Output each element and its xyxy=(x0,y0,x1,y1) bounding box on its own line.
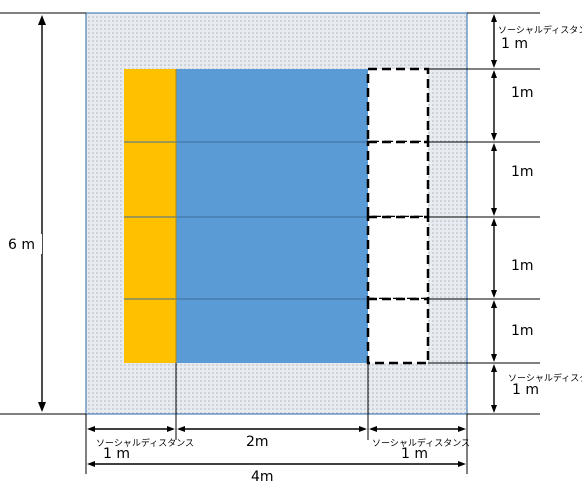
top-social-distance-label: ソーシャルディスタンス xyxy=(498,24,582,36)
seat-column xyxy=(124,69,176,363)
arrow-left-icon xyxy=(177,426,185,432)
right-dim-seg-3 xyxy=(491,143,497,216)
height-total-label: 6 m xyxy=(8,237,35,253)
bottom-dim-total xyxy=(87,461,466,467)
arrow-right-icon xyxy=(458,426,466,432)
arrow-right-icon xyxy=(359,426,367,432)
row-3-label: 1m xyxy=(511,258,534,274)
arrow-up-icon xyxy=(491,300,497,308)
arrow-down-icon xyxy=(491,405,497,413)
arrow-down-icon xyxy=(491,208,497,216)
arrow-down-icon xyxy=(491,354,497,362)
arrow-down-icon xyxy=(38,402,46,412)
empty-space-dashed xyxy=(366,140,430,219)
right-dim-seg-4 xyxy=(491,218,497,298)
arrow-up-icon xyxy=(491,70,497,78)
arrow-up-icon xyxy=(491,218,497,226)
arrow-down-icon xyxy=(491,133,497,141)
bottom-dim-left xyxy=(87,426,175,432)
right-dim-seg-5 xyxy=(491,300,497,362)
row-1-label: 1m xyxy=(511,85,534,101)
arrow-down-icon xyxy=(491,60,497,68)
arrow-right-icon xyxy=(458,461,466,467)
arrow-up-icon xyxy=(38,15,46,25)
arrow-left-icon xyxy=(369,426,377,432)
arrow-left-icon xyxy=(87,426,95,432)
right-dim-seg-2 xyxy=(491,70,497,141)
bottom-social-distance-value: 1 m xyxy=(512,382,539,398)
bottom-dim-middle xyxy=(177,426,367,432)
bottom-social-distance-label: ソーシャルディスタンス xyxy=(508,372,582,384)
left-social-distance-value: 1 m xyxy=(103,446,130,462)
arrow-up-icon xyxy=(491,14,497,22)
left-social-distance-label: ソーシャルディスタンス xyxy=(96,437,194,449)
arrow-up-icon xyxy=(491,143,497,151)
row-2-label: 1m xyxy=(511,164,534,180)
right-dim-seg-1 xyxy=(491,14,497,68)
arrow-right-icon xyxy=(167,426,175,432)
table-width-label: 2m xyxy=(246,434,269,450)
right-social-distance-label: ソーシャルディスタンス xyxy=(372,437,470,449)
top-social-distance-value: 1 m xyxy=(501,36,528,52)
row-4-label: 1m xyxy=(511,323,534,339)
width-total-label: 4m xyxy=(251,469,274,482)
right-dim-seg-6 xyxy=(491,364,497,413)
right-social-distance-value: 1 m xyxy=(401,446,428,462)
arrow-down-icon xyxy=(491,290,497,298)
bottom-dim-right xyxy=(369,426,466,432)
empty-space-dashed xyxy=(366,215,430,301)
empty-space-dashed xyxy=(366,297,430,365)
height-label-bg xyxy=(4,234,42,254)
arrow-left-icon xyxy=(87,461,95,467)
arrow-up-icon xyxy=(491,364,497,372)
empty-space-dashed xyxy=(366,67,430,144)
table-block xyxy=(176,69,368,363)
